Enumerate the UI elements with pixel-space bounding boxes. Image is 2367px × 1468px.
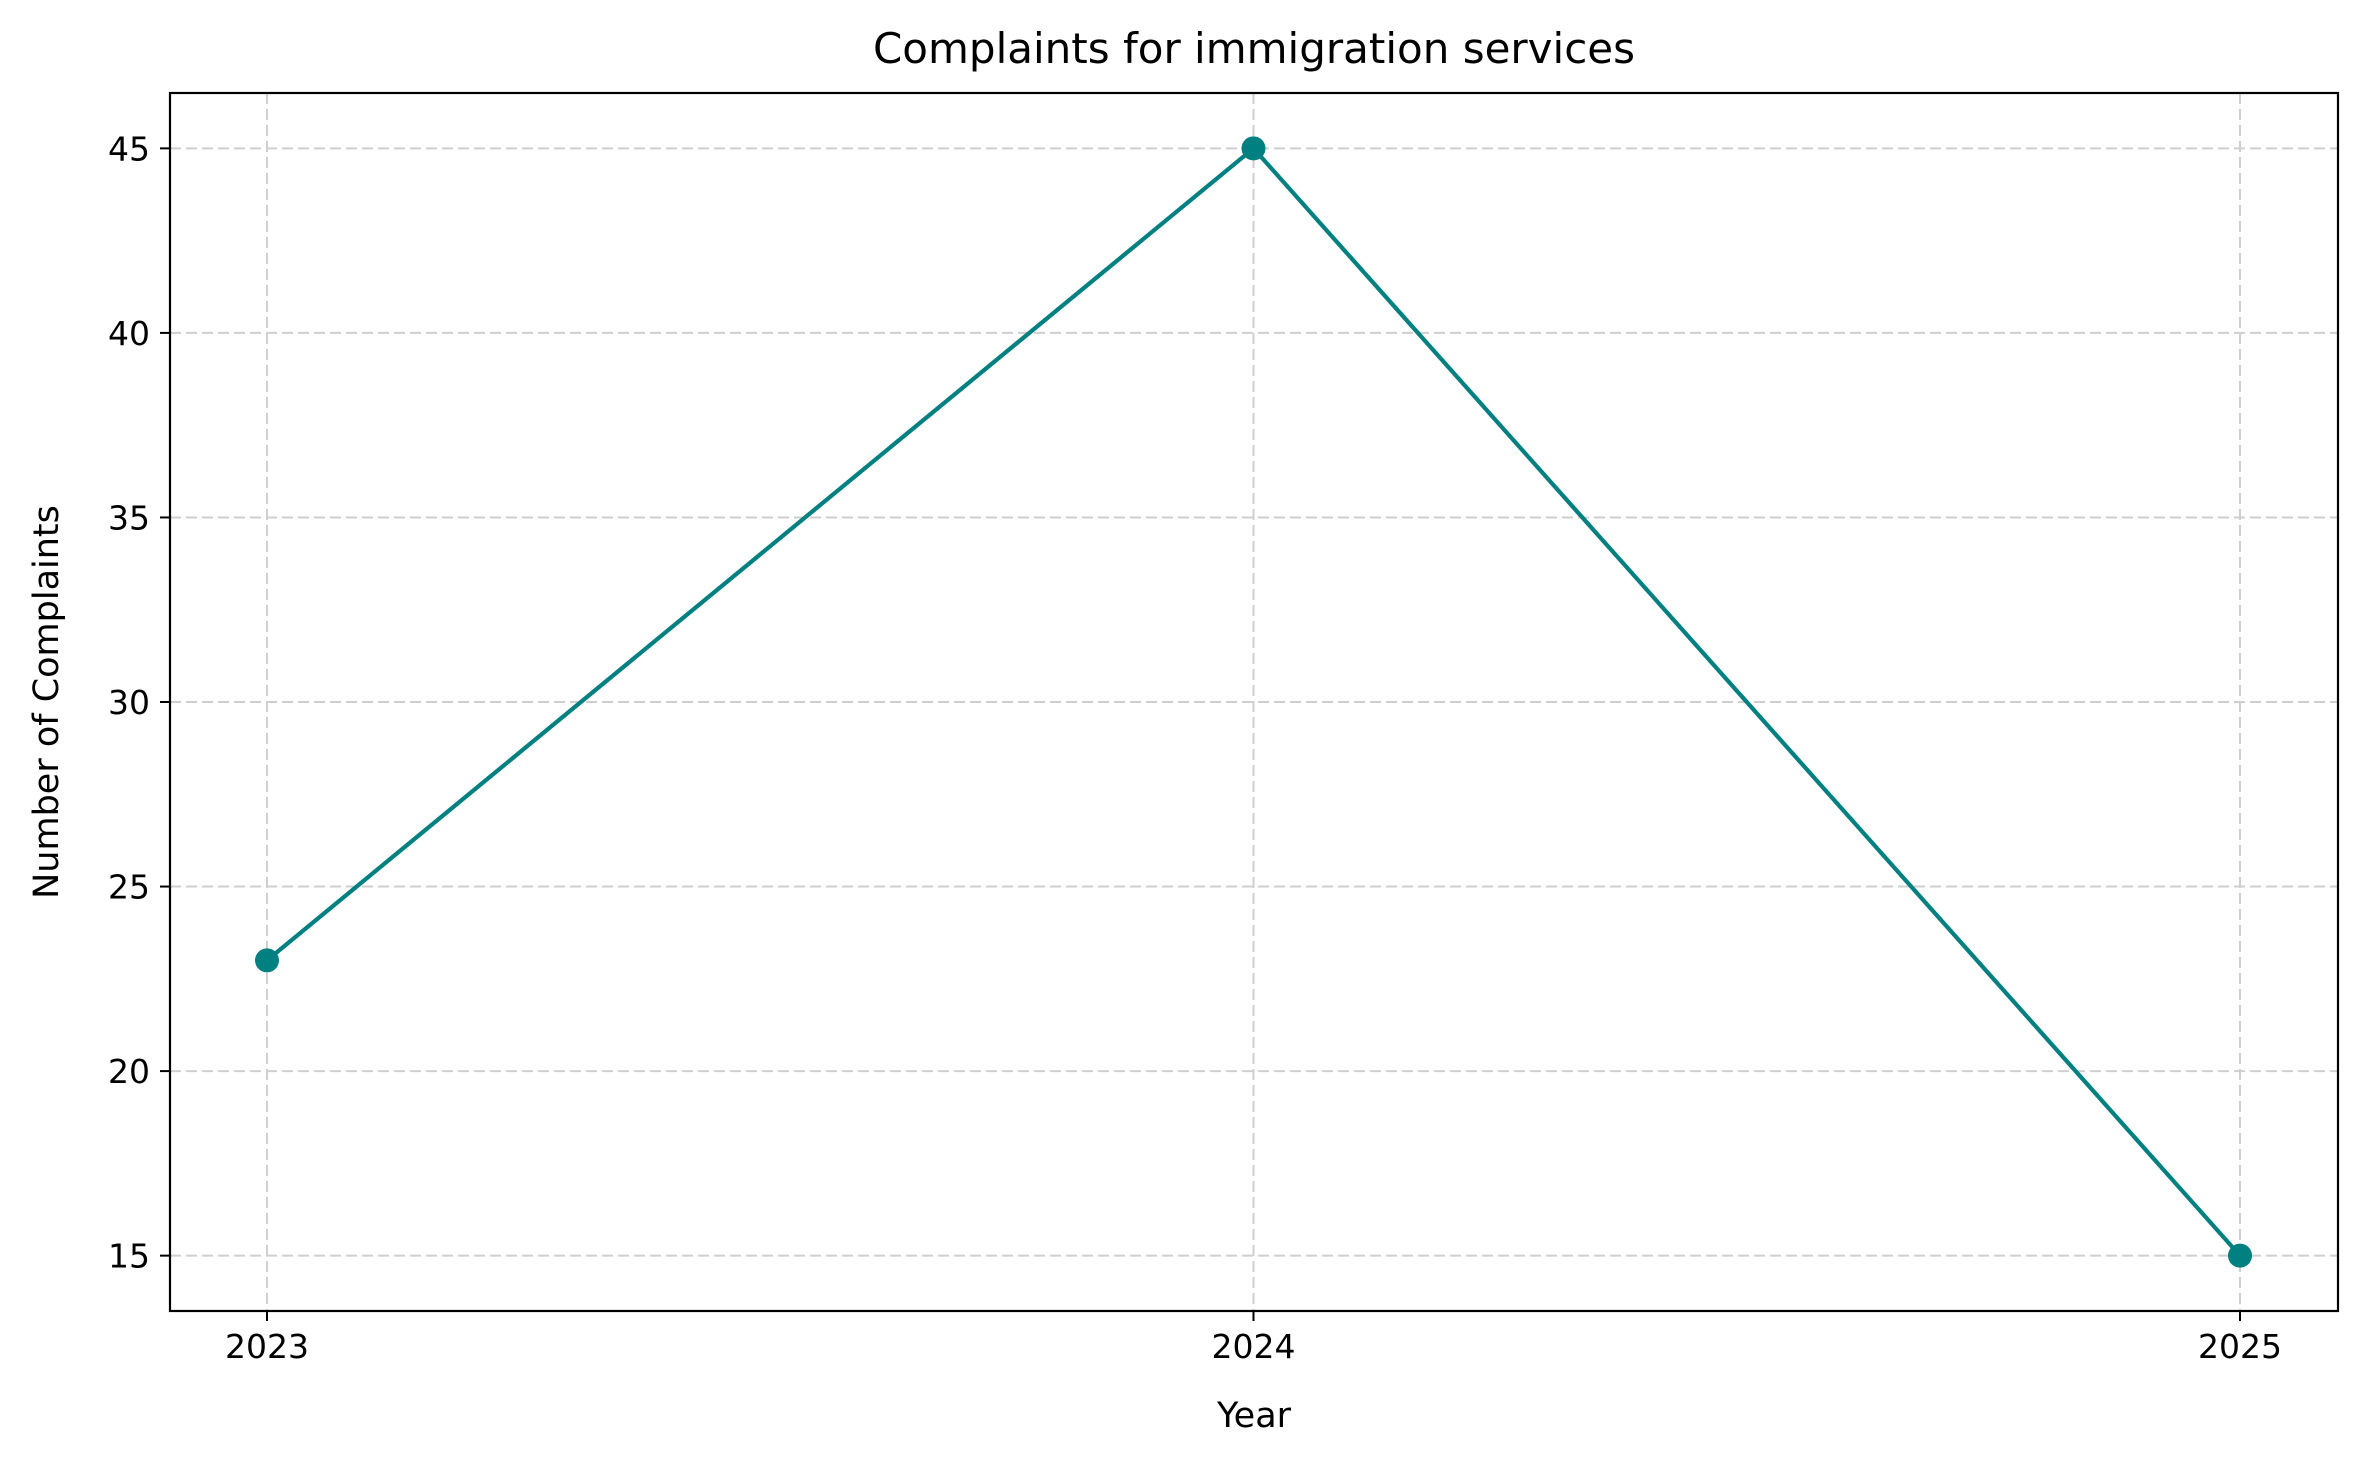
x-tick-label: 2025 xyxy=(2198,1327,2282,1366)
x-tick-label: 2024 xyxy=(1212,1327,1296,1366)
data-point-2023 xyxy=(255,948,279,973)
y-tick-label: 40 xyxy=(108,314,150,353)
y-tick-label: 15 xyxy=(108,1237,150,1276)
y-tick-label: 45 xyxy=(108,129,150,168)
y-tick-label: 20 xyxy=(108,1052,150,1091)
x-tick-label: 2023 xyxy=(225,1327,309,1366)
series-layer xyxy=(255,136,2252,1268)
y-tick-label: 35 xyxy=(108,498,150,537)
data-point-2025 xyxy=(2228,1243,2252,1268)
grid-layer xyxy=(170,93,2338,1311)
data-point-2024 xyxy=(1241,136,1266,161)
chart-title: Complaints for immigration services xyxy=(873,24,1635,73)
x-axis-label: Year xyxy=(1216,1396,1292,1436)
y-axis-label: Number of Complaints xyxy=(27,505,67,899)
y-tick-label: 25 xyxy=(108,868,150,907)
y-tick-label: 30 xyxy=(108,683,150,722)
